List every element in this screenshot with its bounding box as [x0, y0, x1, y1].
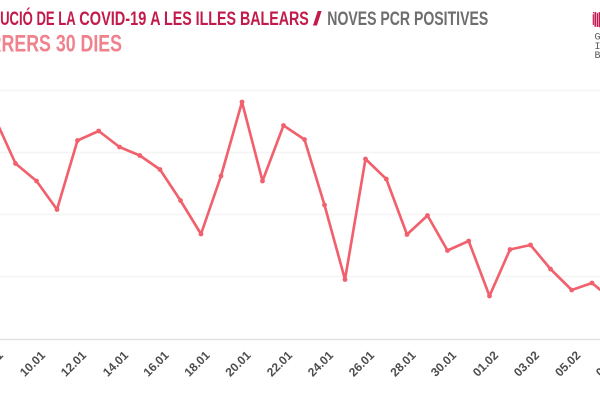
svg-text:Govern: Govern [595, 32, 600, 43]
svg-text:Illes: Illes [595, 41, 600, 53]
svg-text:Balears: Balears [595, 50, 600, 62]
svg-text:DARRERS 30 DIES: DARRERS 30 DIES [0, 31, 122, 58]
svg-text:EVOLUCIÓ DE LACOVID-19A LES IL: EVOLUCIÓ DE LACOVID-19A LES ILLES BALEAR… [0, 6, 488, 30]
